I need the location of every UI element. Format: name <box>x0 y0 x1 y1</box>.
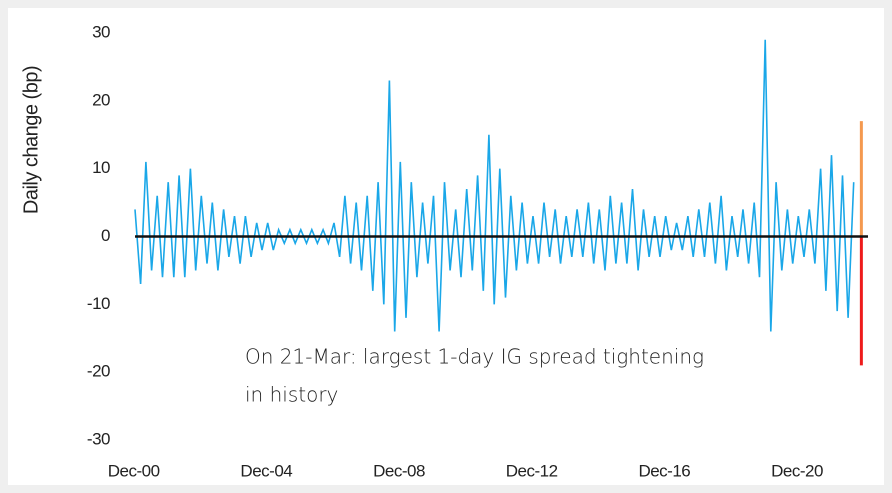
annotation: in history <box>245 383 338 407</box>
data-line <box>134 39 855 332</box>
y-tick-label: 20 <box>92 90 110 109</box>
y-tick-label: -20 <box>87 362 110 381</box>
x-tick-label: Dec-08 <box>373 461 425 480</box>
annotation: On 21-Mar: largest 1-day IG spread tight… <box>245 345 704 369</box>
x-tick-label: Dec-00 <box>108 461 160 480</box>
x-tick-label: Dec-04 <box>240 461 292 480</box>
y-tick-label: 0 <box>101 226 110 245</box>
plot-background <box>8 8 884 485</box>
x-tick-label: Dec-12 <box>506 461 558 480</box>
x-tick-label: Dec-20 <box>771 461 823 480</box>
y-tick-label: -10 <box>87 294 110 313</box>
y-tick-label: 10 <box>92 158 110 177</box>
x-tick-label: Dec-16 <box>638 461 690 480</box>
y-axis-label: Daily change (bp) <box>20 66 42 214</box>
y-tick-label: -30 <box>87 429 110 448</box>
y-tick-label: 30 <box>92 22 110 41</box>
